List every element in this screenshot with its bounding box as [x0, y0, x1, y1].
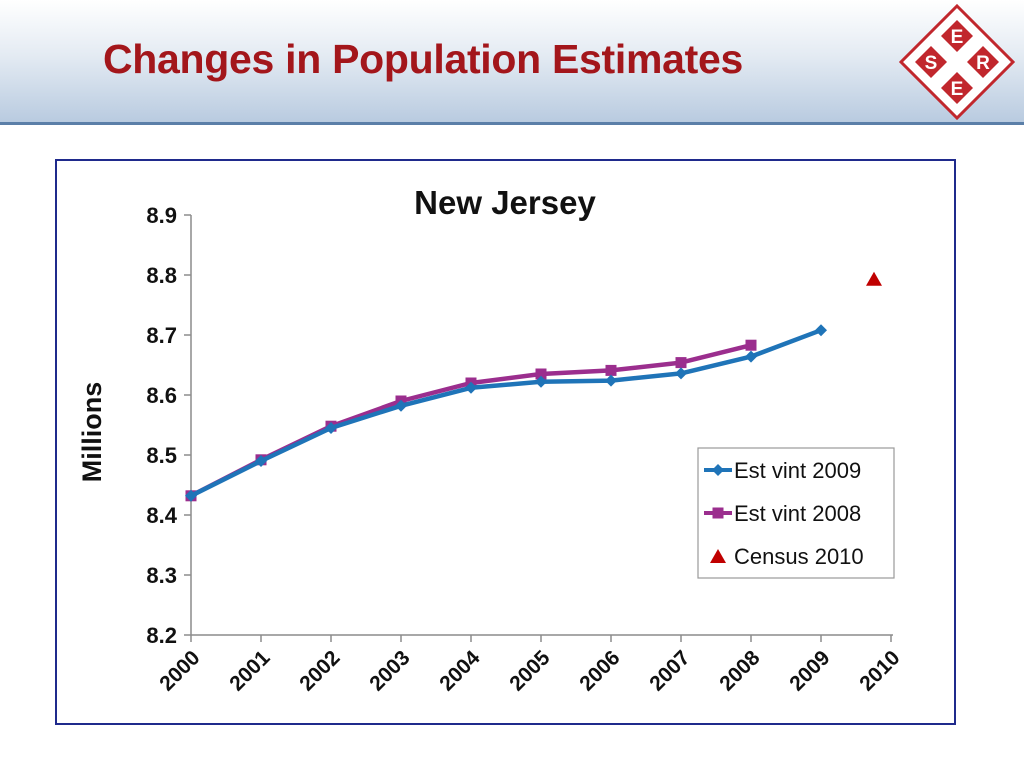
data-point-est-vint-2009 — [535, 375, 547, 388]
chart-frame — [55, 159, 956, 725]
logo-letter-left: S — [925, 53, 938, 74]
logo-tile-top — [941, 20, 973, 52]
chart-title: New Jersey — [414, 184, 596, 221]
y-tick-label: 8.2 — [146, 623, 177, 648]
x-tick-label: 2006 — [575, 646, 624, 695]
legend-item-census-2010: Census 2010 — [710, 544, 864, 569]
data-point-census-2010 — [866, 271, 882, 286]
slide-title: Changes in Population Estimates — [103, 36, 743, 82]
x-tick-label: 2010 — [855, 646, 904, 695]
legend-marker-est-vint-2008 — [712, 507, 724, 519]
legend-label-est-vint-2008: Est vint 2008 — [734, 501, 861, 526]
data-point-est-vint-2008 — [675, 357, 687, 369]
legend-item-est-vint-2009: Est vint 2009 — [704, 458, 861, 483]
chart-series — [185, 271, 882, 502]
data-point-est-vint-2009 — [745, 350, 757, 363]
eser-logo: E S R E — [898, 4, 1015, 120]
x-tick-label: 2003 — [365, 646, 414, 695]
logo-tile-right — [967, 46, 999, 78]
series-line-est-vint-2008 — [188, 342, 754, 499]
data-point-est-vint-2009 — [325, 422, 337, 434]
legend-label-census-2010: Census 2010 — [734, 544, 864, 569]
x-tick-label: 2005 — [505, 646, 555, 696]
y-tick-label: 8.3 — [146, 563, 177, 588]
data-point-est-vint-2008 — [535, 368, 547, 380]
logo-tile-bottom — [941, 72, 973, 104]
legend-marker-census-2010 — [710, 549, 726, 563]
series-census-2010 — [866, 271, 882, 286]
series-est-vint-2009 — [185, 324, 827, 502]
x-tick-label: 2009 — [785, 646, 834, 695]
data-point-est-vint-2009 — [675, 367, 687, 380]
data-point-est-vint-2009 — [815, 324, 827, 337]
y-tick-label: 8.8 — [146, 263, 177, 288]
data-point-est-vint-2009 — [605, 374, 617, 387]
legend-item-est-vint-2008: Est vint 2008 — [704, 501, 861, 526]
x-tick-label: 2000 — [155, 646, 204, 695]
x-tick-label: 2002 — [295, 646, 344, 695]
header-divider — [0, 122, 1024, 125]
x-tick-label: 2008 — [715, 646, 765, 696]
y-tick-label: 8.4 — [146, 503, 177, 528]
data-point-est-vint-2009 — [185, 489, 197, 502]
data-point-est-vint-2009 — [255, 455, 267, 467]
series-est-vint-2008 — [185, 339, 757, 502]
logo-letter-bottom: E — [951, 79, 964, 100]
logo-tile-left — [915, 46, 947, 78]
legend-label-est-vint-2009: Est vint 2009 — [734, 458, 861, 483]
data-point-est-vint-2009 — [395, 399, 407, 412]
logo-letter-top: E — [951, 27, 964, 48]
legend-marker-est-vint-2009 — [712, 464, 724, 476]
data-point-est-vint-2009 — [465, 381, 477, 394]
y-tick-label: 8.7 — [146, 323, 177, 348]
y-tick-label: 8.9 — [146, 203, 177, 228]
slide-header — [0, 0, 1024, 122]
x-tick-label: 2007 — [645, 646, 694, 695]
logo-outer-diamond — [898, 4, 1015, 120]
logo-letter-right: R — [976, 53, 990, 74]
data-point-est-vint-2008 — [605, 364, 617, 376]
chart-legend: Est vint 2009 Est vint 2008 Census 2010 — [697, 447, 895, 579]
x-tick-label: 2004 — [435, 646, 485, 696]
y-axis-label: Millions — [77, 382, 107, 483]
x-tick-label: 2001 — [225, 646, 275, 696]
y-tick-label: 8.5 — [146, 443, 177, 468]
y-tick-label: 8.6 — [146, 383, 177, 408]
data-point-est-vint-2008 — [745, 339, 757, 351]
series-line-est-vint-2009 — [188, 327, 824, 499]
